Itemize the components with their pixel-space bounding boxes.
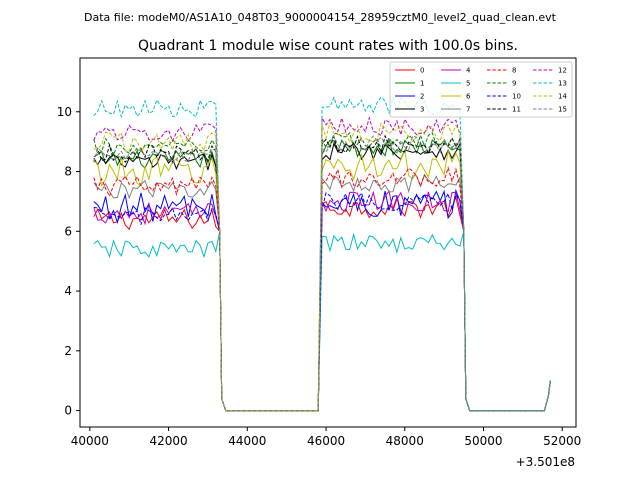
legend-label-2: 2 bbox=[420, 93, 424, 101]
y-tick-label: 6 bbox=[64, 224, 72, 238]
legend-label-7: 7 bbox=[466, 106, 470, 114]
plot-area bbox=[93, 95, 551, 412]
x-axis: 40000 42000 44000 46000 48000 50000 52000 bbox=[71, 427, 581, 448]
legend-label-1: 1 bbox=[420, 80, 424, 88]
chart-title: Quadrant 1 module wise count rates with … bbox=[138, 38, 518, 54]
legend-label-15: 15 bbox=[558, 106, 567, 114]
legend-label-14: 14 bbox=[558, 93, 567, 101]
legend-label-5: 5 bbox=[466, 80, 470, 88]
legend-label-6: 6 bbox=[466, 93, 471, 101]
y-tick-label: 4 bbox=[64, 284, 72, 298]
y-tick-label: 0 bbox=[64, 404, 72, 418]
series-line-5 bbox=[93, 231, 551, 412]
series-line-8 bbox=[93, 166, 551, 412]
series-line-9 bbox=[93, 131, 551, 412]
series-line-14 bbox=[93, 120, 551, 412]
legend-label-11: 11 bbox=[512, 106, 521, 114]
series-line-11 bbox=[93, 134, 551, 412]
y-tick-label: 8 bbox=[64, 165, 72, 179]
x-tick-label: 50000 bbox=[464, 434, 502, 448]
x-tick-label: 52000 bbox=[543, 434, 581, 448]
y-tick-label: 10 bbox=[57, 105, 72, 119]
figure-suptitle: Data file: modeM0/AS1A10_048T03_90000041… bbox=[84, 11, 557, 24]
series-line-10 bbox=[93, 191, 551, 412]
series-line-7 bbox=[93, 173, 551, 412]
y-axis: 0 2 4 6 8 10 bbox=[57, 105, 80, 418]
series-line-4 bbox=[93, 189, 551, 412]
x-tick-label: 42000 bbox=[149, 434, 187, 448]
legend-label-3: 3 bbox=[420, 106, 424, 114]
legend-label-12: 12 bbox=[558, 67, 567, 75]
x-tick-label: 48000 bbox=[386, 434, 424, 448]
legend-label-4: 4 bbox=[466, 67, 471, 75]
legend-label-8: 8 bbox=[512, 67, 516, 75]
legend-box bbox=[389, 61, 573, 118]
legend-label-0: 0 bbox=[420, 67, 424, 75]
x-offset-label: +3.501e8 bbox=[516, 455, 575, 469]
series-line-15 bbox=[93, 134, 551, 412]
series-line-3 bbox=[93, 142, 551, 412]
x-tick-label: 46000 bbox=[307, 434, 345, 448]
legend-label-10: 10 bbox=[512, 93, 521, 101]
x-tick-label: 40000 bbox=[71, 434, 109, 448]
legend-label-9: 9 bbox=[512, 80, 516, 88]
axes-frame bbox=[79, 57, 577, 428]
series-line-6 bbox=[93, 148, 551, 412]
x-tick-label: 44000 bbox=[228, 434, 266, 448]
series-line-0 bbox=[93, 195, 551, 412]
legend-label-13: 13 bbox=[558, 80, 567, 88]
y-tick-label: 2 bbox=[64, 344, 72, 358]
